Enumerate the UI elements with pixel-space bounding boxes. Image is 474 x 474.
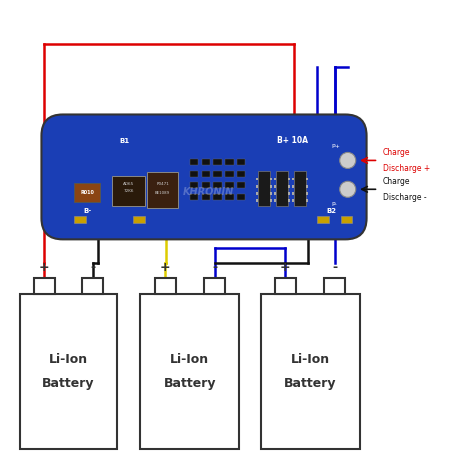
Text: KHRONIN: KHRONIN xyxy=(183,187,234,197)
Bar xyxy=(275,278,296,293)
Bar xyxy=(225,182,234,189)
Bar xyxy=(82,278,103,293)
Text: AO65: AO65 xyxy=(123,182,134,186)
Bar xyxy=(306,192,308,195)
Bar xyxy=(288,199,290,201)
Bar xyxy=(112,176,145,206)
Text: Battery: Battery xyxy=(42,376,95,390)
Text: Discharge -: Discharge - xyxy=(383,193,427,202)
Bar xyxy=(288,185,290,188)
Text: BE1089: BE1089 xyxy=(155,191,170,195)
Text: Li-Ion: Li-Ion xyxy=(291,353,329,366)
Bar xyxy=(292,178,294,181)
Bar xyxy=(261,293,359,449)
Text: +: + xyxy=(280,261,291,274)
Bar xyxy=(225,159,234,165)
Bar xyxy=(201,171,210,177)
Circle shape xyxy=(340,153,356,168)
Bar xyxy=(20,293,117,449)
Bar xyxy=(258,171,270,206)
Bar xyxy=(190,194,198,200)
Bar xyxy=(190,159,198,165)
Bar xyxy=(306,178,308,181)
Bar xyxy=(274,199,276,201)
Bar xyxy=(190,182,198,189)
Bar xyxy=(190,171,198,177)
Bar xyxy=(213,159,222,165)
Bar xyxy=(270,199,273,201)
Text: B2: B2 xyxy=(327,209,337,214)
Text: -: - xyxy=(332,261,337,274)
Bar xyxy=(213,182,222,189)
Bar xyxy=(74,216,86,223)
Bar xyxy=(292,192,294,195)
Text: +: + xyxy=(160,261,171,274)
Bar xyxy=(341,216,353,223)
Bar xyxy=(225,171,234,177)
Bar xyxy=(256,192,258,195)
Text: Battery: Battery xyxy=(164,376,216,390)
Bar xyxy=(204,278,225,293)
Bar xyxy=(237,182,246,189)
Bar xyxy=(147,173,178,208)
Text: P-: P- xyxy=(331,202,337,207)
Text: Charge: Charge xyxy=(383,148,410,156)
Bar xyxy=(288,178,290,181)
Bar xyxy=(155,278,176,293)
Bar xyxy=(256,178,258,181)
Text: R010: R010 xyxy=(80,190,94,195)
Bar xyxy=(274,185,276,188)
Text: Battery: Battery xyxy=(284,376,336,390)
Bar xyxy=(292,185,294,188)
Bar xyxy=(237,159,246,165)
Text: -: - xyxy=(212,261,217,274)
Bar xyxy=(317,216,329,223)
Circle shape xyxy=(340,181,356,197)
Bar xyxy=(270,185,273,188)
Bar xyxy=(274,192,276,195)
Bar xyxy=(270,192,273,195)
Bar xyxy=(270,178,273,181)
Text: Charge: Charge xyxy=(383,176,410,185)
Bar xyxy=(288,192,290,195)
Bar xyxy=(237,194,246,200)
Bar xyxy=(140,293,239,449)
Text: 72K6: 72K6 xyxy=(123,189,134,193)
Bar xyxy=(225,194,234,200)
Bar xyxy=(276,171,288,206)
Text: B1: B1 xyxy=(119,138,129,144)
Text: Li-Ion: Li-Ion xyxy=(170,353,210,366)
Text: Li-Ion: Li-Ion xyxy=(49,353,88,366)
Text: P0471: P0471 xyxy=(156,182,169,186)
Bar xyxy=(292,199,294,201)
FancyBboxPatch shape xyxy=(41,115,366,239)
Text: -: - xyxy=(90,261,95,274)
Bar xyxy=(213,171,222,177)
Bar xyxy=(201,194,210,200)
Bar xyxy=(133,216,145,223)
Bar xyxy=(74,183,100,201)
Text: Discharge +: Discharge + xyxy=(383,164,430,173)
Bar xyxy=(306,199,308,201)
Text: B-: B- xyxy=(84,209,92,214)
Text: +: + xyxy=(39,261,50,274)
Bar xyxy=(256,199,258,201)
Bar xyxy=(213,194,222,200)
Bar xyxy=(274,178,276,181)
Bar xyxy=(201,182,210,189)
Bar xyxy=(294,171,306,206)
Bar xyxy=(201,159,210,165)
Bar xyxy=(34,278,55,293)
Bar xyxy=(306,185,308,188)
Bar xyxy=(237,171,246,177)
Text: P+: P+ xyxy=(331,144,340,149)
Bar xyxy=(256,185,258,188)
Bar xyxy=(324,278,346,293)
Text: B+ 10A: B+ 10A xyxy=(277,136,308,145)
